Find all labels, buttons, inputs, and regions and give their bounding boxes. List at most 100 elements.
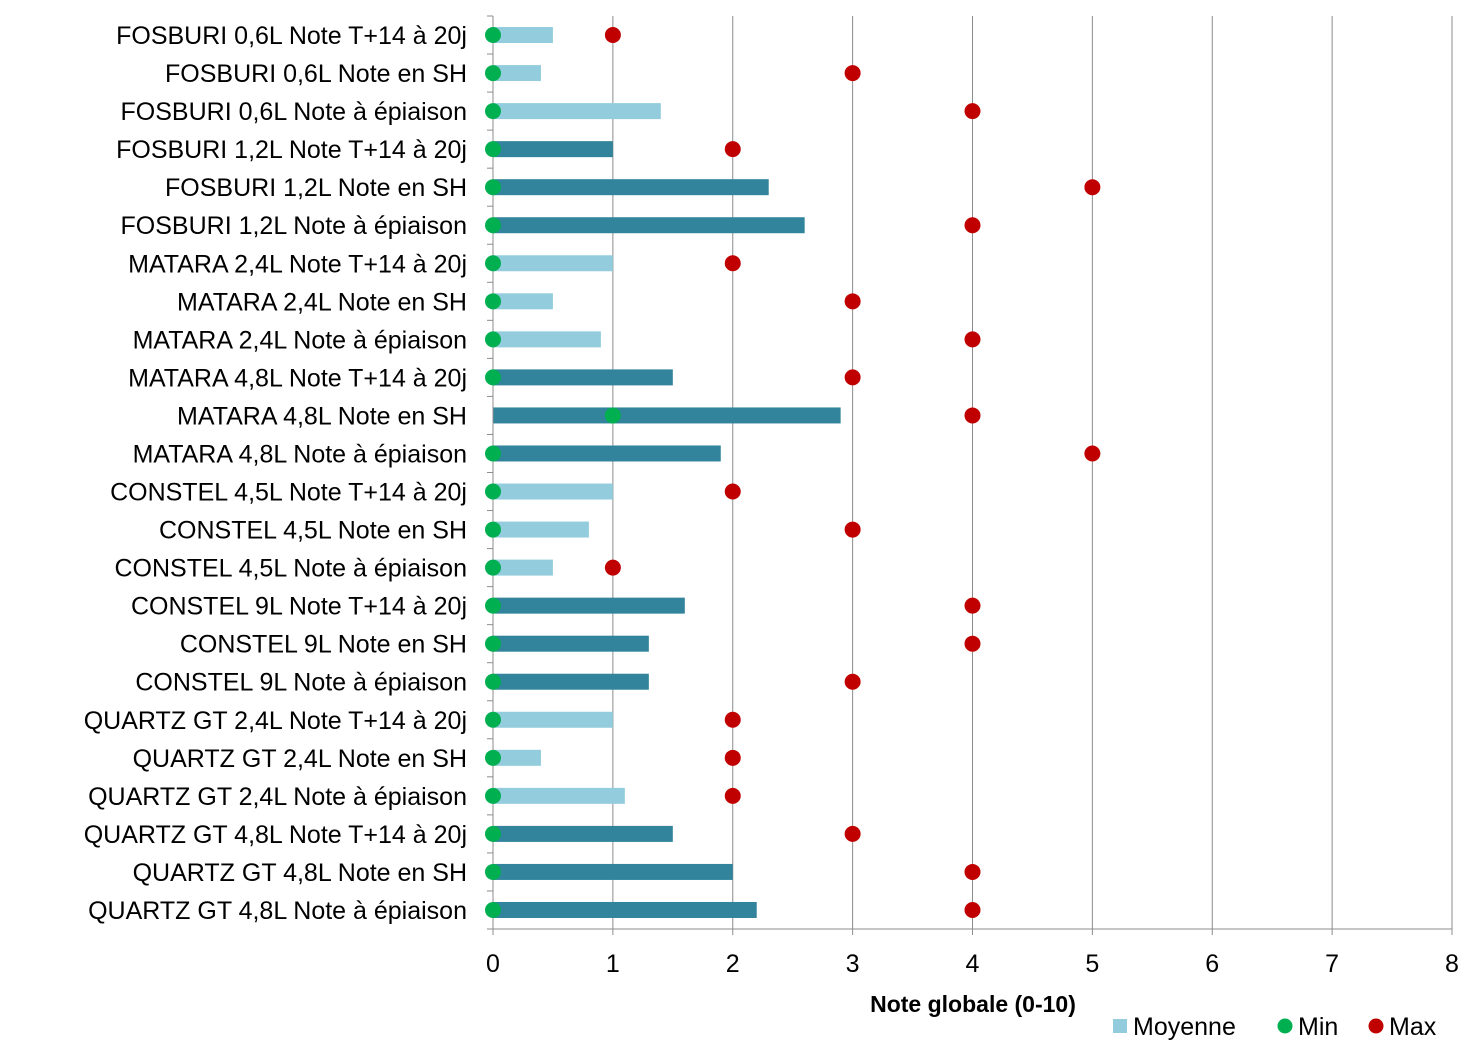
bar-moyenne: [493, 255, 613, 272]
x-tick-label: 8: [1445, 950, 1459, 978]
x-tick-label: 1: [606, 950, 620, 978]
category-label: CONSTEL 4,5L Note en SH: [159, 517, 467, 545]
category-label: CONSTEL 4,5L Note à épiaison: [114, 555, 467, 583]
marker-max: [724, 749, 741, 766]
bar-moyenne: [493, 65, 541, 82]
marker-max: [964, 635, 981, 652]
marker-min: [485, 369, 501, 386]
bar-moyenne: [493, 673, 649, 690]
bar-moyenne: [493, 445, 721, 462]
legend-marker-min: [1277, 1018, 1293, 1034]
x-tick-label: 2: [726, 950, 740, 978]
marker-max: [964, 217, 981, 234]
bars: [493, 27, 841, 918]
category-label: QUARTZ GT 4,8L Note T+14 à 20j: [84, 821, 467, 849]
axes: [487, 15, 1453, 935]
x-axis-title: Note globale (0-10): [870, 991, 1076, 1017]
bar-moyenne: [493, 179, 769, 196]
marker-max: [604, 27, 621, 44]
bar-moyenne: [493, 711, 613, 728]
marker-max: [844, 825, 861, 842]
marker-max: [844, 293, 861, 310]
legend-label-min: Min: [1298, 1013, 1338, 1041]
markers: [485, 27, 1101, 918]
category-label: CONSTEL 9L Note à épiaison: [135, 669, 467, 697]
marker-min: [485, 711, 501, 728]
bar-moyenne: [493, 521, 589, 538]
marker-max: [964, 597, 981, 614]
marker-min: [485, 255, 501, 272]
marker-min: [485, 863, 501, 880]
category-label: CONSTEL 4,5L Note T+14 à 20j: [110, 479, 467, 507]
legend-swatch-moyenne: [1113, 1019, 1127, 1033]
bar-moyenne: [493, 825, 673, 842]
marker-min: [485, 483, 501, 500]
x-tick-labels: 0 1 2 3 4 5 6 7 8: [486, 950, 1459, 978]
legend: Moyenne Min Max: [1113, 1013, 1437, 1041]
marker-min: [485, 65, 501, 82]
category-label: MATARA 2,4L Note en SH: [177, 288, 467, 316]
marker-max: [964, 901, 981, 918]
bar-moyenne: [493, 597, 685, 614]
marker-min: [485, 27, 501, 44]
marker-min: [485, 103, 501, 120]
marker-max: [724, 711, 741, 728]
bar-moyenne: [493, 331, 601, 348]
category-label: FOSBURI 1,2L Note en SH: [165, 174, 467, 202]
bar-moyenne: [493, 27, 553, 44]
x-tick-label: 3: [846, 950, 860, 978]
x-tick-label: 4: [966, 950, 980, 978]
marker-max: [724, 255, 741, 272]
category-label: MATARA 2,4L Note à épiaison: [133, 326, 467, 354]
legend-marker-max: [1368, 1018, 1384, 1034]
category-labels: FOSBURI 0,6L Note T+14 à 20j FOSBURI 0,6L…: [84, 22, 467, 925]
category-label: QUARTZ GT 4,8L Note en SH: [133, 859, 467, 887]
legend-label-moyenne: Moyenne: [1133, 1013, 1236, 1041]
marker-min: [485, 901, 501, 918]
category-label: FOSBURI 0,6L Note en SH: [165, 60, 467, 88]
bar-moyenne: [493, 103, 661, 120]
x-tick-label: 6: [1205, 950, 1219, 978]
bar-moyenne: [493, 901, 757, 918]
marker-min: [485, 787, 501, 804]
marker-min: [485, 445, 501, 462]
marker-min: [485, 559, 501, 576]
marker-min: [485, 635, 501, 652]
marker-max: [844, 65, 861, 82]
category-label: FOSBURI 1,2L Note T+14 à 20j: [116, 136, 467, 164]
category-label: MATARA 2,4L Note T+14 à 20j: [128, 250, 467, 278]
marker-max: [724, 483, 741, 500]
marker-min: [485, 331, 501, 348]
marker-min: [485, 673, 501, 690]
category-label: CONSTEL 9L Note en SH: [180, 631, 467, 659]
marker-max: [964, 331, 981, 348]
marker-max: [844, 369, 861, 386]
category-label: MATARA 4,8L Note T+14 à 20j: [128, 364, 467, 392]
category-label: QUARTZ GT 2,4L Note à épiaison: [88, 783, 467, 811]
bar-moyenne: [493, 635, 649, 652]
category-label: MATARA 4,8L Note à épiaison: [133, 440, 467, 468]
bar-moyenne: [493, 141, 613, 158]
bar-moyenne: [493, 369, 673, 386]
bar-moyenne: [493, 217, 805, 234]
marker-max: [964, 103, 981, 120]
category-label: QUARTZ GT 2,4L Note en SH: [133, 745, 467, 773]
marker-min: [485, 749, 501, 766]
category-label: MATARA 4,8L Note en SH: [177, 402, 467, 430]
marker-min: [485, 521, 501, 538]
marker-max: [844, 673, 861, 690]
marker-min: [604, 407, 621, 424]
marker-max: [964, 863, 981, 880]
bar-moyenne: [493, 407, 841, 424]
category-label: FOSBURI 0,6L Note T+14 à 20j: [116, 22, 467, 50]
marker-max: [1084, 179, 1101, 196]
legend-label-max: Max: [1389, 1013, 1437, 1041]
marker-max: [1084, 445, 1101, 462]
category-label: FOSBURI 1,2L Note à épiaison: [121, 212, 467, 240]
marker-min: [485, 179, 501, 196]
x-tick-label: 0: [486, 950, 500, 978]
bar-moyenne: [493, 863, 733, 880]
bar-moyenne: [493, 293, 553, 310]
marker-min: [485, 141, 501, 158]
